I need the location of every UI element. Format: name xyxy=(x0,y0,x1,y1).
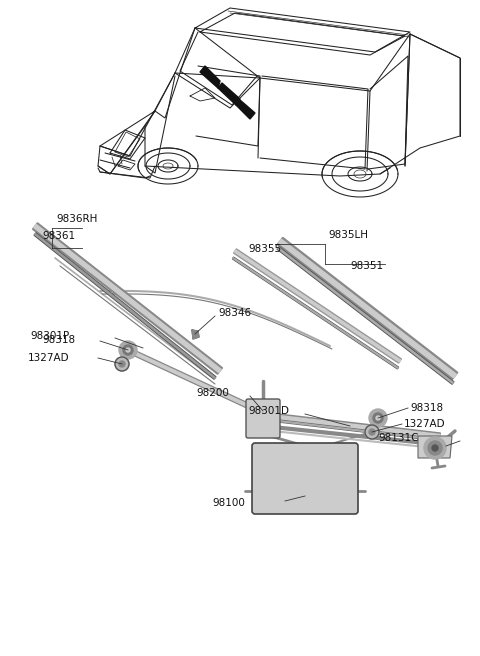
Polygon shape xyxy=(236,100,255,119)
Circle shape xyxy=(119,341,137,359)
Polygon shape xyxy=(278,239,456,378)
Polygon shape xyxy=(234,250,401,362)
Polygon shape xyxy=(34,224,221,373)
Polygon shape xyxy=(270,420,440,440)
Polygon shape xyxy=(232,257,398,369)
Polygon shape xyxy=(418,436,452,458)
Text: 98301D: 98301D xyxy=(248,406,289,416)
Text: 1327AD: 1327AD xyxy=(404,419,445,429)
FancyBboxPatch shape xyxy=(252,443,358,514)
Polygon shape xyxy=(277,247,454,384)
Polygon shape xyxy=(277,247,454,384)
Text: 98351: 98351 xyxy=(350,261,383,271)
Text: 1327AD: 1327AD xyxy=(28,353,70,363)
Polygon shape xyxy=(34,233,216,379)
FancyBboxPatch shape xyxy=(246,399,280,438)
Polygon shape xyxy=(129,349,271,419)
Polygon shape xyxy=(218,83,240,105)
Text: 98301P: 98301P xyxy=(30,331,69,341)
Circle shape xyxy=(424,437,446,459)
Circle shape xyxy=(373,413,383,423)
Circle shape xyxy=(126,348,130,352)
Circle shape xyxy=(115,357,129,371)
Text: 98100: 98100 xyxy=(212,498,245,508)
Circle shape xyxy=(432,445,438,451)
Text: 98361: 98361 xyxy=(42,231,75,241)
Polygon shape xyxy=(270,419,440,441)
Polygon shape xyxy=(200,66,220,88)
Circle shape xyxy=(123,345,133,355)
Polygon shape xyxy=(270,413,440,439)
Circle shape xyxy=(119,361,125,367)
Polygon shape xyxy=(35,234,216,379)
Polygon shape xyxy=(270,415,440,438)
Text: 98346: 98346 xyxy=(218,308,251,318)
Text: 98318: 98318 xyxy=(42,335,75,345)
Text: 98355: 98355 xyxy=(248,244,281,254)
Polygon shape xyxy=(233,258,398,368)
Polygon shape xyxy=(277,237,458,380)
Text: 9836RH: 9836RH xyxy=(56,214,97,224)
Circle shape xyxy=(365,425,379,439)
Circle shape xyxy=(369,409,387,427)
Polygon shape xyxy=(192,330,199,339)
Text: 98131C: 98131C xyxy=(378,433,419,443)
Text: 98318: 98318 xyxy=(410,403,443,413)
Circle shape xyxy=(428,441,442,455)
Circle shape xyxy=(369,429,375,435)
Polygon shape xyxy=(130,350,271,417)
Text: 98200: 98200 xyxy=(196,388,229,398)
Polygon shape xyxy=(33,223,222,374)
Polygon shape xyxy=(234,249,401,363)
Text: 9835LH: 9835LH xyxy=(328,230,368,240)
Circle shape xyxy=(376,416,380,420)
